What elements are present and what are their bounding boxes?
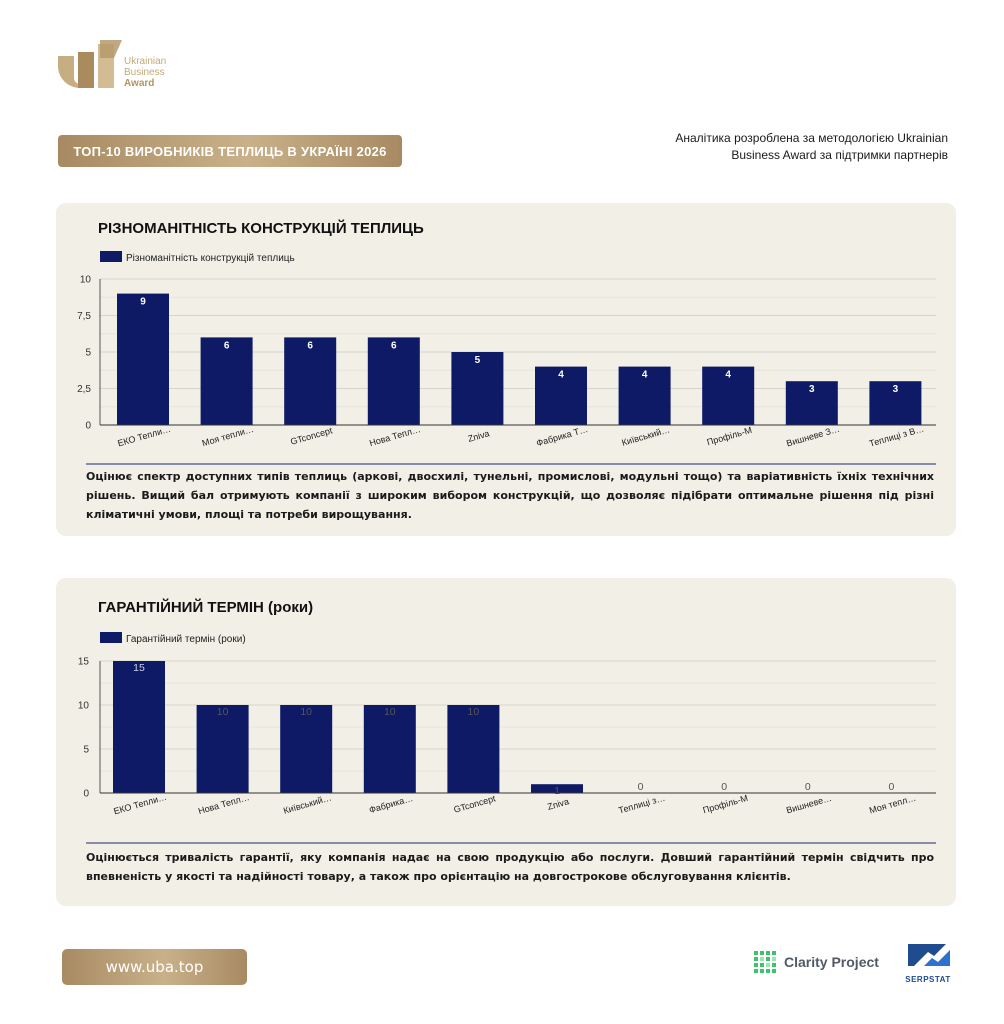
x-tick-label: GTconcept xyxy=(453,793,498,815)
legend-swatch xyxy=(100,251,122,262)
bar-value-label: 15 xyxy=(133,662,145,674)
section-title: ГАРАНТІЙНИЙ ТЕРМІН (роки) xyxy=(98,599,314,616)
bar-value-label: 10 xyxy=(468,706,480,718)
clarity-project-icon xyxy=(753,950,777,974)
y-tick-label: 10 xyxy=(80,275,92,286)
bar xyxy=(531,784,583,793)
bar-value-label: 0 xyxy=(805,781,811,793)
x-tick-label: Фабрика… xyxy=(368,793,414,815)
y-tick-label: 5 xyxy=(85,348,91,359)
bar-value-label: 10 xyxy=(217,706,229,718)
bar xyxy=(702,366,755,425)
x-tick-label: Нова Тепл… xyxy=(368,424,422,448)
y-tick-label: 5 xyxy=(83,745,89,756)
x-tick-label: Нова Тепл… xyxy=(197,792,251,816)
logo-line-1: Ukrainian xyxy=(124,56,167,67)
section-title: РІЗНОМАНІТНІСТЬ КОНСТРУКЦІЙ ТЕПЛИЦЬ xyxy=(98,220,424,237)
section-card-warranty: ГАРАНТІЙНИЙ ТЕРМІН (роки) Гарантійний те… xyxy=(56,578,956,906)
bar-value-label: 6 xyxy=(391,340,397,351)
bar-value-label: 3 xyxy=(809,384,815,395)
bar xyxy=(367,337,420,425)
x-tick-label: Моя тепли… xyxy=(201,424,255,448)
bar-value-label: 6 xyxy=(224,340,230,351)
y-tick-label: 15 xyxy=(78,657,90,668)
logo-wordmark: Ukrainian Business Award xyxy=(124,56,166,89)
bar-value-label: 4 xyxy=(642,370,648,381)
bar-value-label: 4 xyxy=(725,370,731,381)
serpstat-icon xyxy=(908,944,950,966)
bar-value-label: 3 xyxy=(893,384,899,395)
x-tick-label: Теплиці з В… xyxy=(868,424,925,449)
partner-serpstat: SERPSTAT xyxy=(900,940,956,984)
y-tick-label: 10 xyxy=(78,701,90,712)
bar-value-label: 0 xyxy=(721,781,727,793)
y-tick-label: 2,5 xyxy=(77,384,91,395)
chart-legend: Гарантійний термін (роки) xyxy=(100,632,246,645)
bar-value-label: 4 xyxy=(558,370,564,381)
partner-clarity-name: Clarity Project xyxy=(784,954,879,970)
bar xyxy=(785,381,838,425)
legend-label: Гарантійний термін (роки) xyxy=(126,634,246,645)
section-description: Оцінює спектр доступних типів теплиць (а… xyxy=(86,470,934,521)
chart-legend: Різноманітність конструкцій теплиць xyxy=(100,251,295,264)
bar xyxy=(363,705,416,793)
x-tick-label: Теплиці з… xyxy=(617,793,666,816)
x-tick-label: ЕКО Тепли… xyxy=(112,792,167,817)
bar xyxy=(618,366,671,425)
bar-value-label: 6 xyxy=(307,340,313,351)
x-tick-label: Вишневе З… xyxy=(785,424,840,449)
x-tick-label: Моя тепл… xyxy=(868,793,917,816)
legend-swatch xyxy=(100,632,122,643)
bar-value-label: 10 xyxy=(300,706,312,718)
legend-label: Різноманітність конструкцій теплиць xyxy=(126,253,295,264)
x-tick-label: Київський… xyxy=(621,424,671,447)
y-tick-label: 0 xyxy=(85,421,91,432)
report-title: ТОП-10 ВИРОБНИКІВ ТЕПЛИЦЬ В УКРАЇНІ 2026 xyxy=(58,135,402,167)
bar xyxy=(451,352,504,425)
x-tick-label: ЕКО Тепли… xyxy=(116,424,171,449)
x-tick-label: Профіль-М xyxy=(702,793,749,815)
bar-chart-construction-variety: Різноманітність конструкцій теплиць 0 2,5 5… xyxy=(77,251,936,465)
section-card-construction-variety: РІЗНОМАНІТНІСТЬ КОНСТРУКЦІЙ ТЕПЛИЦЬ Різн… xyxy=(56,203,956,536)
x-tick-label: Zniva xyxy=(467,428,491,444)
x-tick-label: Zniva xyxy=(546,796,570,812)
x-tick-label: Київський… xyxy=(282,792,332,815)
bar-value-label: 10 xyxy=(384,706,396,718)
bar xyxy=(200,337,253,425)
bar xyxy=(447,705,500,793)
x-tick-label: GTconcept xyxy=(289,425,334,447)
bar xyxy=(117,293,169,425)
bar xyxy=(196,705,249,793)
bar xyxy=(535,366,587,425)
bar-value-label: 1 xyxy=(554,785,560,797)
y-tick-label: 0 xyxy=(83,789,89,800)
website-link[interactable]: www.uba.top xyxy=(62,949,247,985)
section-description: Оцінюється тривалість гарантії, яку комп… xyxy=(86,851,934,883)
bar-value-label: 0 xyxy=(638,781,644,793)
bar xyxy=(869,381,922,425)
bar-value-label: 0 xyxy=(888,781,894,793)
bar-value-label: 5 xyxy=(475,355,481,366)
partner-clarity-project: Clarity Project xyxy=(752,948,879,976)
logo-line-2: Business xyxy=(124,67,165,78)
bar-value-label: 9 xyxy=(140,297,146,308)
logo-line-3: Award xyxy=(124,78,155,89)
uba-logo xyxy=(58,40,122,89)
x-tick-label: Вишневе… xyxy=(785,793,833,816)
methodology-note: Аналітика розроблена за методологією Ukr… xyxy=(675,131,948,162)
bar xyxy=(113,661,165,793)
x-tick-label: Профіль-М xyxy=(706,425,753,447)
x-tick-label: Фабрика Т… xyxy=(535,424,589,448)
partner-serpstat-name: SERPSTAT xyxy=(905,975,951,984)
bar xyxy=(284,337,337,425)
y-tick-label: 7,5 xyxy=(77,311,91,322)
bar xyxy=(280,705,333,793)
